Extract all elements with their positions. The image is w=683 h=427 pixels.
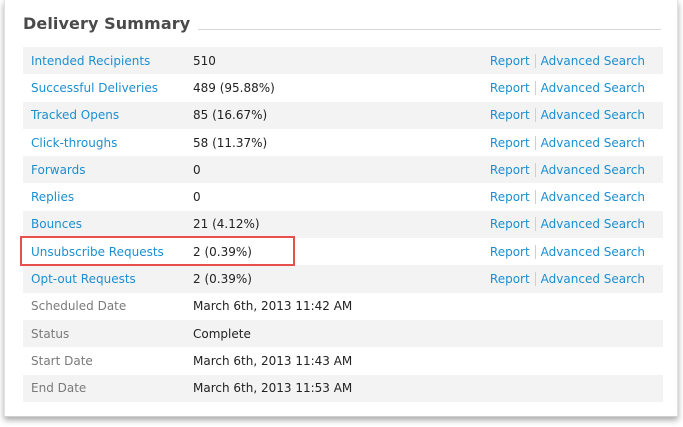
- intended-recipients-link[interactable]: Intended Recipients: [31, 53, 151, 68]
- advanced-search-link[interactable]: Advanced Search: [540, 80, 645, 95]
- status-label: Status: [31, 326, 70, 341]
- advanced-search-link[interactable]: Advanced Search: [540, 217, 645, 232]
- report-link[interactable]: Report: [489, 217, 530, 232]
- start-date-value: March 6th, 2013 11:43 AM: [193, 353, 353, 368]
- scheduled-date-value: March 6th, 2013 11:42 AM: [193, 299, 353, 314]
- advanced-search-link[interactable]: Advanced Search: [540, 53, 645, 68]
- click-throughs-link[interactable]: Click-throughs: [31, 135, 118, 150]
- row-scheduled-date: Scheduled Date March 6th, 2013 11:42 AM: [23, 293, 663, 320]
- summary-table: Intended Recipients 510 Report Advanced …: [23, 47, 663, 402]
- start-date-label: Start Date: [31, 353, 93, 368]
- unsubscribe-requests-value: 2 (0.39%): [193, 244, 252, 259]
- row-unsubscribe-requests: Unsubscribe Requests 2 (0.39%) Report Ad…: [23, 238, 663, 265]
- report-link[interactable]: Report: [489, 108, 530, 123]
- row-replies: Replies 0 Report Advanced Search: [23, 183, 663, 210]
- row-status: Status Complete: [23, 319, 663, 348]
- advanced-search-link[interactable]: Advanced Search: [540, 272, 645, 287]
- row-click-throughs: Click-throughs 58 (11.37%) Report Advanc…: [23, 129, 663, 156]
- intended-recipients-value: 510: [193, 53, 216, 68]
- advanced-search-link[interactable]: Advanced Search: [540, 162, 645, 177]
- bounces-value: 21 (4.12%): [193, 217, 260, 232]
- replies-link[interactable]: Replies: [31, 190, 75, 205]
- section-title: Delivery Summary: [23, 14, 199, 34]
- row-intended-recipients: Intended Recipients 510 Report Advanced …: [23, 47, 663, 75]
- row-successful-deliveries: Successful Deliveries 489 (95.88%) Repor…: [23, 74, 663, 101]
- advanced-search-link[interactable]: Advanced Search: [540, 135, 645, 150]
- link-separator: [534, 135, 536, 150]
- link-separator: [534, 190, 536, 205]
- row-bounces: Bounces 21 (4.12%) Report Advanced Searc…: [23, 210, 663, 239]
- delivery-summary-panel: Delivery Summary Intended Recipients 510…: [4, 0, 678, 417]
- tracked-opens-link[interactable]: Tracked Opens: [31, 108, 120, 123]
- successful-deliveries-value: 489 (95.88%): [193, 80, 275, 95]
- section-title-rule: [23, 29, 661, 30]
- click-throughs-value: 58 (11.37%): [193, 135, 268, 150]
- bounces-link[interactable]: Bounces: [31, 217, 83, 232]
- advanced-search-link[interactable]: Advanced Search: [540, 244, 645, 259]
- unsubscribe-requests-link[interactable]: Unsubscribe Requests: [31, 244, 164, 259]
- report-link[interactable]: Report: [489, 162, 530, 177]
- row-actions: Report Advanced Search: [489, 53, 645, 68]
- report-link[interactable]: Report: [489, 135, 530, 150]
- row-actions: Report Advanced Search: [489, 80, 645, 95]
- forwards-value: 0: [193, 162, 201, 177]
- row-actions: Report Advanced Search: [489, 108, 645, 123]
- row-actions: Report Advanced Search: [489, 162, 645, 177]
- advanced-search-link[interactable]: Advanced Search: [540, 108, 645, 123]
- status-value: Complete: [193, 326, 251, 341]
- opt-out-requests-link[interactable]: Opt-out Requests: [31, 272, 136, 287]
- row-forwards: Forwards 0 Report Advanced Search: [23, 156, 663, 184]
- report-link[interactable]: Report: [489, 244, 530, 259]
- end-date-label: End Date: [31, 381, 87, 396]
- link-separator: [534, 53, 536, 68]
- link-separator: [534, 108, 536, 123]
- advanced-search-link[interactable]: Advanced Search: [540, 190, 645, 205]
- row-actions: Report Advanced Search: [489, 190, 645, 205]
- link-separator: [534, 244, 536, 259]
- row-opt-out-requests: Opt-out Requests 2 (0.39%) Report Advanc…: [23, 265, 663, 293]
- row-end-date: End Date March 6th, 2013 11:53 AM: [23, 374, 663, 402]
- replies-value: 0: [193, 190, 201, 205]
- row-actions: Report Advanced Search: [489, 244, 645, 259]
- successful-deliveries-link[interactable]: Successful Deliveries: [31, 80, 158, 95]
- link-separator: [534, 217, 536, 232]
- row-actions: Report Advanced Search: [489, 272, 645, 287]
- link-separator: [534, 80, 536, 95]
- link-separator: [534, 162, 536, 177]
- report-link[interactable]: Report: [489, 80, 530, 95]
- tracked-opens-value: 85 (16.67%): [193, 108, 268, 123]
- end-date-value: March 6th, 2013 11:53 AM: [193, 381, 353, 396]
- opt-out-requests-value: 2 (0.39%): [193, 272, 252, 287]
- report-link[interactable]: Report: [489, 190, 530, 205]
- row-actions: Report Advanced Search: [489, 217, 645, 232]
- report-link[interactable]: Report: [489, 272, 530, 287]
- report-link[interactable]: Report: [489, 53, 530, 68]
- forwards-link[interactable]: Forwards: [31, 162, 86, 177]
- row-tracked-opens: Tracked Opens 85 (16.67%) Report Advance…: [23, 101, 663, 129]
- row-actions: Report Advanced Search: [489, 135, 645, 150]
- row-start-date: Start Date March 6th, 2013 11:43 AM: [23, 347, 663, 374]
- scheduled-date-label: Scheduled Date: [31, 299, 127, 314]
- link-separator: [534, 272, 536, 287]
